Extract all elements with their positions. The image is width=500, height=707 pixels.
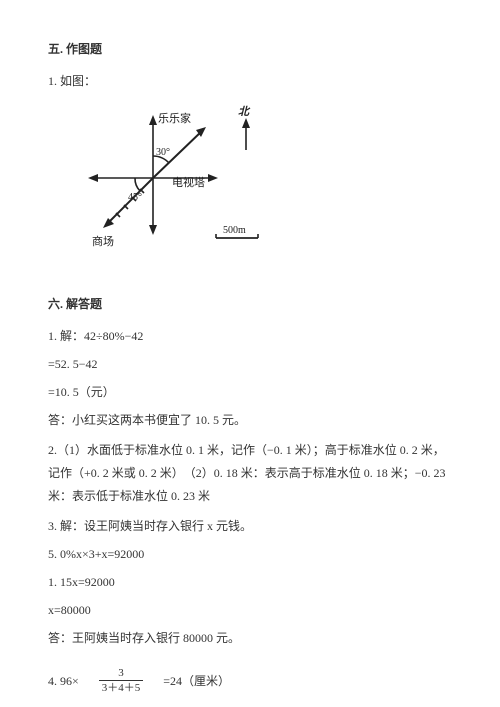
- construction-diagram: 北 乐乐家 电视塔 商场 30° 45° 500m: [68, 100, 452, 275]
- diagram-tvtower-label: 电视塔: [172, 175, 205, 189]
- q6-4-expr: 4. 96× 3 3＋4＋5 =24（厘米）: [48, 667, 230, 694]
- frac-num: 3: [115, 667, 127, 680]
- diagram-angle30: 30°: [156, 147, 170, 158]
- section5-title: 五. 作图题: [48, 40, 452, 58]
- q6-3-answer: 答：王阿姨当时存入银行 80000 元。: [48, 629, 452, 647]
- diagram-lele-label: 乐乐家: [158, 111, 191, 125]
- q6-1-line1: 1. 解：42÷80%−42: [48, 327, 452, 345]
- q6-4-suffix: =24（厘米）: [163, 672, 230, 690]
- q6-3-line3: 1. 15x=92000: [48, 573, 452, 591]
- q6-2-text: 2.（1）水面低于标准水位 0. 1 米，记作（−0. 1 米）；高于标准水位 …: [48, 439, 452, 507]
- diagram-store-label: 商场: [92, 234, 114, 248]
- fraction: 3 3＋4＋5: [99, 667, 144, 694]
- diagram-angle45: 45°: [128, 192, 142, 203]
- q6-3-line1: 3. 解：设王阿姨当时存入银行 x 元钱。: [48, 517, 452, 535]
- q6-1-line2: =52. 5−42: [48, 355, 452, 373]
- diagram-scale: 500m: [223, 225, 246, 236]
- q6-1-answer: 答：小红买这两本书便宜了 10. 5 元。: [48, 411, 452, 429]
- q6-3-line2: 5. 0%x×3+x=92000: [48, 545, 452, 563]
- diagram-north-label: 北: [238, 105, 251, 118]
- frac-den: 3＋4＋5: [99, 680, 144, 694]
- q6-1-line3: =10. 5（元）: [48, 383, 452, 401]
- q6-3-line4: x=80000: [48, 601, 452, 619]
- q6-4-prefix: 4. 96×: [48, 672, 79, 690]
- q5-1-label: 1. 如图：: [48, 72, 452, 90]
- section6-title: 六. 解答题: [48, 295, 452, 313]
